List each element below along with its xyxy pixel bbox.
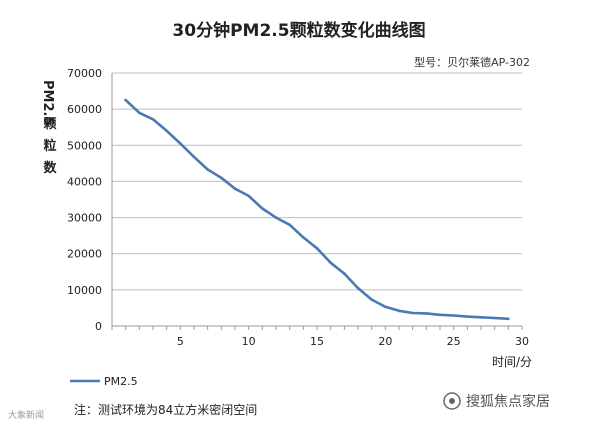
y-axis-label-char: 粒: [43, 138, 56, 154]
data-point: [384, 305, 387, 309]
data-point: [220, 176, 223, 180]
data-point: [425, 312, 428, 315]
data-point: [479, 316, 483, 319]
x-tick-label: 15: [310, 335, 324, 348]
y-tick-label: 20000: [67, 248, 102, 261]
sohu-logo-icon: [443, 392, 461, 410]
y-tick-label: 70000: [67, 67, 102, 80]
data-point: [274, 216, 278, 219]
data-point: [397, 309, 401, 313]
data-point: [288, 223, 291, 227]
data-point: [138, 111, 141, 115]
series-line-pm25: [124, 98, 510, 321]
x-tick-label: 30: [515, 335, 529, 348]
sohu-logo-dot: [449, 398, 455, 404]
watermark-text: 大象新闻: [8, 409, 44, 421]
footnote: 注：测试环境为84立方米密闭空间: [74, 402, 257, 417]
x-tick-labels: 5 10 15 20 25 30: [177, 335, 529, 348]
data-point: [343, 272, 346, 275]
data-point: [493, 316, 496, 320]
x-tick-label: 25: [447, 335, 461, 348]
data-point: [356, 286, 360, 290]
gridlines: [112, 72, 522, 291]
data-point: [370, 298, 373, 301]
data-point: [179, 142, 182, 145]
data-point: [329, 261, 332, 265]
model-label: 型号：贝尔莱德AP-302: [414, 55, 530, 69]
y-tick-label: 40000: [67, 175, 102, 188]
data-point: [438, 313, 442, 317]
data-point: [411, 311, 414, 315]
data-point: [302, 236, 305, 239]
data-point: [247, 194, 250, 198]
data-point: [315, 246, 319, 250]
x-tick-label: 10: [242, 335, 256, 348]
x-tick-label: 5: [177, 335, 184, 348]
y-axis-label-char: 颗: [43, 117, 56, 132]
data-point: [466, 315, 469, 318]
y-tick-label: 30000: [67, 212, 102, 225]
brand-logo: 搜狐焦点家居: [443, 392, 550, 410]
legend: PM2.5: [70, 375, 138, 388]
x-axis-label: 时间/分: [492, 355, 532, 369]
series-group: [124, 98, 510, 321]
y-tick-label: 50000: [67, 139, 102, 152]
data-point: [261, 207, 264, 210]
data-point: [206, 168, 209, 171]
y-axis-label-char: 数: [43, 160, 57, 176]
data-point: [192, 155, 196, 159]
data-point: [151, 117, 155, 121]
data-point: [165, 129, 168, 133]
chart-title: 30分钟PM2.5颗粒数变化曲线图: [172, 20, 425, 41]
data-point: [507, 317, 510, 321]
data-point: [124, 98, 127, 102]
axes: [111, 73, 523, 330]
y-tick-labels: 0 10000 20000 30000 40000 50000 60000 70000: [67, 67, 102, 333]
x-tick-label: 20: [378, 335, 392, 348]
y-tick-label: 60000: [67, 103, 102, 116]
data-point: [452, 314, 455, 317]
y-tick-label: 0: [95, 320, 102, 333]
brand-text: 搜狐焦点家居: [466, 393, 550, 410]
y-axis-label: PM2.5颗粒数: [40, 80, 57, 176]
legend-label-pm25: PM2.5: [104, 375, 138, 388]
y-tick-label: 10000: [67, 284, 102, 297]
y-axis-label-part: PM2.5: [40, 80, 55, 126]
data-point: [233, 187, 237, 190]
